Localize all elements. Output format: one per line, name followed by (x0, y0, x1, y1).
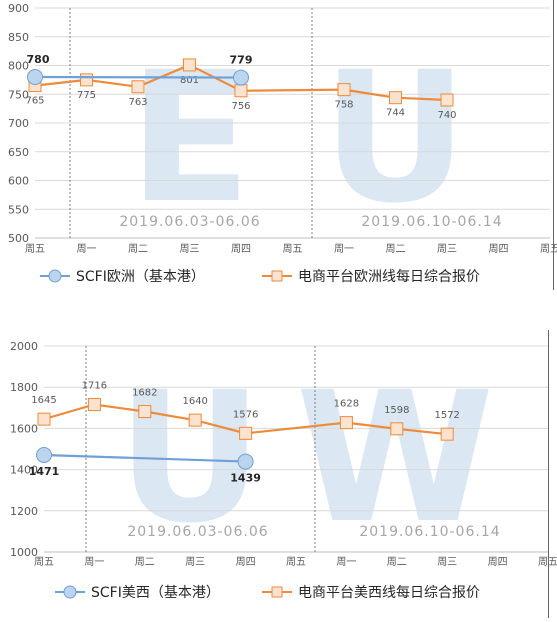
daily-quote-point (239, 426, 253, 440)
scfi-point (36, 446, 52, 463)
daily-quote-point (183, 58, 196, 72)
daily-quote-data-label: 1645 (31, 395, 56, 406)
daily-quote-data-label: 1628 (334, 399, 359, 410)
eu-chart-panel: E U 500 550 600 650 700 750 800 850 900 周五 周一 周二 周三 周四周… (0, 0, 557, 300)
daily-quote-data-label: 763 (128, 97, 147, 108)
scfi-data-label: 779 (230, 54, 253, 67)
y-tick-label: 700 (8, 117, 29, 130)
y-tick-label: 1000 (10, 546, 38, 559)
x-tick-label: 周五 (538, 556, 557, 568)
daily-quote-data-label: 1576 (233, 409, 258, 420)
daily-quote-point (339, 416, 353, 430)
daily-quote-point (337, 83, 351, 97)
x-tick-label: 周四 (236, 556, 256, 568)
scfi-point (237, 453, 254, 470)
daily-quote-point (138, 405, 152, 419)
scfi-point (233, 69, 249, 86)
x-tick-label: 周二 (128, 243, 148, 255)
watermark-letter: U (322, 34, 468, 243)
week-label: 2019.06.03-06.06 (119, 214, 260, 230)
daily-quote-data-label: 740 (437, 110, 456, 121)
y-tick-label: 500 (8, 232, 29, 245)
x-tick-label: 周二 (135, 556, 155, 568)
y-tick-label: 750 (8, 88, 29, 101)
legend-daily-marker (271, 586, 283, 598)
week-label: 2019.06.03-06.06 (127, 524, 268, 540)
legend-daily-marker (271, 270, 283, 282)
daily-quote-point (188, 413, 202, 427)
scfi-data-label: 1439 (230, 472, 261, 485)
scfi-data-label: 1471 (29, 465, 60, 478)
daily-quote-data-label: 758 (334, 100, 353, 111)
legend-daily-label: 电商平台美西线每日综合报价 (298, 585, 480, 601)
right-edge-divider-top (553, 0, 554, 290)
x-tick-label: 周四 (489, 243, 509, 255)
legend-scfi-label: SCFI欧洲（基本港） (76, 268, 205, 285)
x-tick-label: 周五 (25, 243, 45, 255)
x-tick-label: 周三 (180, 243, 200, 255)
y-tick-label: 1200 (10, 505, 38, 518)
scfi-series-line (34, 75, 242, 79)
x-tick-label: 周二 (387, 556, 407, 568)
x-tick-label: 周四 (488, 556, 508, 568)
daily-quote-data-label: 1572 (434, 410, 459, 421)
y-tick-label: 1800 (10, 381, 38, 394)
x-tick-label: 周五 (540, 243, 557, 255)
x-tick-label: 周四 (231, 243, 251, 255)
y-tick-label: 1600 (10, 422, 38, 435)
daily-quote-series-line (43, 403, 448, 436)
legend-daily-label: 电商平台欧洲线每日综合报价 (298, 269, 480, 285)
daily-quote-point (390, 422, 404, 436)
daily-quote-point (37, 412, 51, 426)
legend-scfi-marker (63, 585, 77, 599)
daily-quote-point (87, 398, 101, 412)
x-tick-label: 周一 (84, 556, 104, 568)
x-tick-label: 周三 (437, 243, 457, 255)
y-tick-label: 600 (8, 175, 29, 188)
x-tick-label: 周五 (34, 556, 54, 568)
daily-quote-point (234, 84, 248, 98)
daily-quote-data-label: 744 (386, 108, 405, 119)
y-tick-label: 550 (8, 203, 29, 216)
y-tick-label: 900 (8, 2, 29, 15)
week-label: 2019.06.10-06.14 (361, 214, 502, 230)
right-edge-divider-bottom (548, 330, 549, 618)
daily-quote-point (80, 73, 93, 87)
us-west-chart-panel: U W 1000 1200 1400 1600 1800 2000 周五 周一 周二 周三 周四 周五 周一… (0, 330, 557, 618)
x-tick-label: 周五 (286, 556, 306, 568)
daily-quote-data-label: 1716 (82, 381, 107, 392)
y-tick-label: 2000 (10, 340, 38, 353)
x-tick-label: 周一 (77, 243, 97, 255)
y-tick-label: 850 (8, 31, 29, 44)
scfi-point (27, 69, 43, 85)
y-tick-label: 1400 (10, 464, 38, 477)
daily-quote-data-label: 801 (180, 75, 199, 86)
x-tick-label: 周五 (283, 243, 303, 255)
week-label: 2019.06.10-06.14 (359, 524, 500, 540)
daily-quote-point (389, 91, 402, 105)
x-tick-label: 周三 (437, 556, 457, 568)
daily-quote-point (440, 93, 454, 107)
daily-quote-data-label: 765 (25, 96, 44, 107)
y-tick-label: 800 (8, 60, 29, 73)
daily-quote-data-label: 1598 (384, 405, 409, 416)
y-tick-label: 650 (8, 146, 29, 159)
x-tick-label: 周二 (386, 243, 406, 255)
watermark-letter: W (296, 354, 495, 563)
eu-price-chart: E U500550600650700750800850900周五 周一 周二 周三 周四周… (8, 2, 557, 285)
daily-quote-point (131, 80, 145, 94)
daily-quote-data-label: 775 (77, 90, 96, 101)
x-tick-label: 周一 (336, 556, 356, 568)
scfi-series-line (43, 453, 246, 463)
daily-quote-data-label: 1682 (132, 388, 157, 399)
daily-quote-data-label: 756 (231, 101, 250, 112)
scfi-data-label: 780 (27, 53, 50, 66)
daily-quote-point (440, 427, 454, 441)
daily-quote-data-label: 1640 (182, 396, 207, 407)
x-tick-label: 周一 (334, 243, 354, 255)
legend-scfi-marker (48, 269, 62, 283)
legend-scfi-label: SCFI美西（基本港） (91, 584, 220, 601)
x-tick-label: 周三 (185, 556, 205, 568)
